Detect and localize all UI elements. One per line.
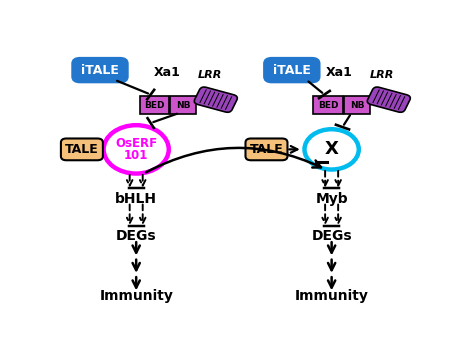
FancyBboxPatch shape	[246, 139, 288, 160]
Text: X: X	[325, 140, 339, 158]
FancyBboxPatch shape	[61, 139, 103, 160]
Text: LRR: LRR	[198, 70, 223, 81]
Text: NB: NB	[350, 101, 364, 110]
FancyBboxPatch shape	[344, 96, 370, 114]
FancyBboxPatch shape	[73, 58, 127, 82]
FancyBboxPatch shape	[194, 87, 237, 112]
Circle shape	[304, 129, 359, 170]
Text: iTALE: iTALE	[81, 64, 119, 76]
Circle shape	[104, 125, 169, 173]
Text: iTALE: iTALE	[273, 64, 311, 76]
Text: OsERF: OsERF	[115, 137, 157, 150]
FancyBboxPatch shape	[264, 58, 319, 82]
Text: TALE: TALE	[65, 143, 99, 156]
Text: BED: BED	[318, 101, 338, 110]
Text: Xa1: Xa1	[325, 66, 352, 79]
Text: Xa1: Xa1	[154, 66, 180, 79]
Text: 101: 101	[124, 149, 149, 162]
FancyBboxPatch shape	[313, 96, 343, 114]
FancyBboxPatch shape	[170, 96, 196, 114]
Text: DEGs: DEGs	[311, 229, 352, 243]
FancyBboxPatch shape	[140, 96, 169, 114]
Text: Myb: Myb	[315, 192, 348, 206]
Text: BED: BED	[144, 101, 164, 110]
Text: LRR: LRR	[370, 70, 395, 81]
Text: Immunity: Immunity	[295, 289, 368, 303]
Text: Immunity: Immunity	[99, 289, 173, 303]
Text: bHLH: bHLH	[115, 192, 157, 206]
FancyBboxPatch shape	[367, 87, 410, 112]
Text: NB: NB	[176, 101, 191, 110]
Text: DEGs: DEGs	[116, 229, 156, 243]
Text: TALE: TALE	[249, 143, 283, 156]
